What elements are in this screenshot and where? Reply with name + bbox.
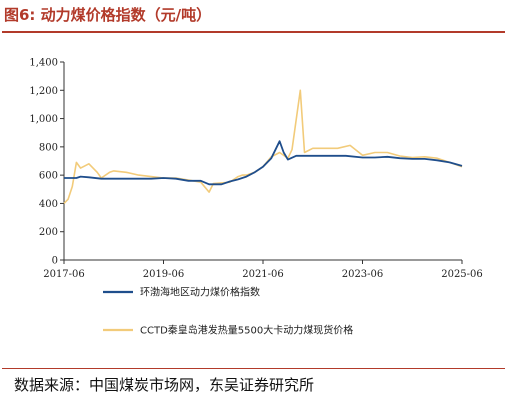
x-tick-label: 2025-06: [441, 269, 483, 280]
series-layer: [63, 89, 463, 204]
figure-title-line: 图6: 动力煤价格指数（元/吨）: [4, 4, 211, 25]
figure-title: 动力煤价格指数（元/吨）: [40, 6, 212, 24]
x-tick-label: 2019-06: [143, 269, 185, 280]
chart: 0 200 400 600 800 1,000 1,200 1,400 2017-06 2019…: [29, 58, 483, 337]
x-axis: 2017-06 2019-06 2021-06 2023-06 2025-06: [43, 259, 483, 280]
x-tick-label: 2023-06: [342, 269, 384, 280]
y-axis: 0 200 400 600 800 1,000 1,200 1,400: [29, 58, 65, 267]
series-line-0: [64, 140, 463, 186]
source-note: 数据来源：中国煤炭市场网，东吴证券研究所: [14, 376, 315, 394]
y-tick-label: 1,400: [29, 58, 58, 69]
legend: 环渤海地区动力煤价格指数 CCTD秦皇岛港发热量5500大卡动力煤现货价格: [103, 286, 353, 337]
figure-number: 图6:: [4, 6, 36, 24]
series-line-1: [63, 89, 463, 204]
source-rule: [2, 368, 505, 369]
y-tick-label: 1,000: [29, 114, 58, 125]
legend-label: 环渤海地区动力煤价格指数: [140, 286, 260, 299]
y-tick-label: 1,200: [29, 86, 58, 97]
y-tick-label: 600: [39, 171, 58, 182]
title-rule: [2, 31, 505, 33]
legend-item-1: CCTD秦皇岛港发热量5500大卡动力煤现货价格: [103, 324, 353, 337]
y-tick-label: 800: [39, 142, 58, 153]
x-tick-label: 2017-06: [43, 269, 85, 280]
y-tick-label: 200: [39, 227, 58, 238]
legend-label: CCTD秦皇岛港发热量5500大卡动力煤现货价格: [140, 324, 353, 337]
y-tick-label: 400: [39, 199, 58, 210]
x-tick-label: 2021-06: [242, 269, 284, 280]
y-tick-label: 0: [52, 256, 58, 267]
legend-item-0: 环渤海地区动力煤价格指数: [103, 286, 260, 299]
